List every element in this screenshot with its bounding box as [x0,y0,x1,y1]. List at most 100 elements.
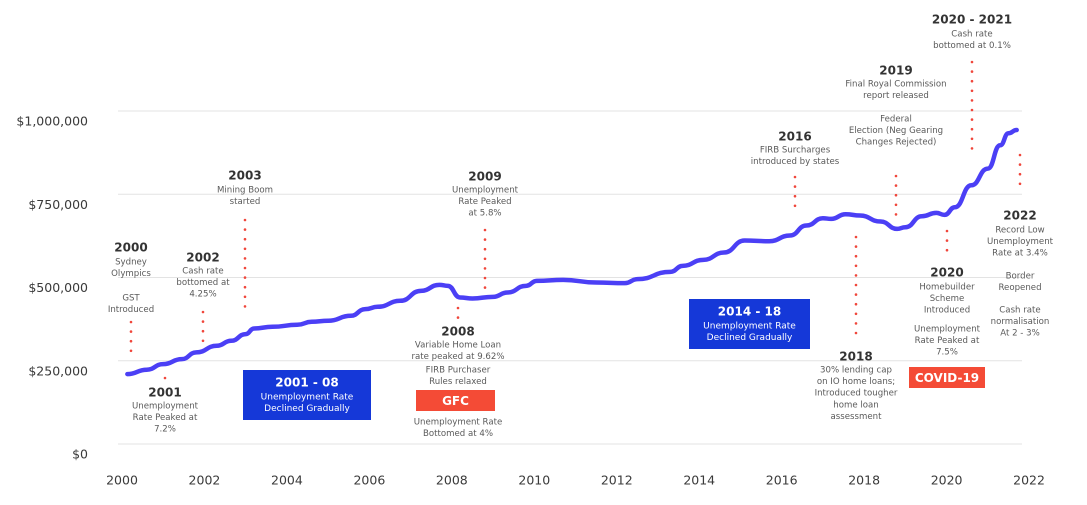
annotation-text: home loan [833,400,878,410]
marker-dot [483,267,487,270]
marker-dot [243,276,247,279]
badge-label: GFC [442,394,469,408]
annotation-text: Mining Boom [217,186,273,196]
x-tick-label: 2012 [601,473,633,488]
marker-dot [1018,163,1022,166]
annotation-text: 30% lending cap [820,366,892,376]
annotation-text: Olympics [111,269,151,279]
marker-dot [970,99,974,102]
annotation-text: FIRB Purchaser [426,366,491,376]
annotation-text: assessment [831,412,883,422]
annotation-text: Final Royal Commission [845,80,946,90]
x-tick-label: 2002 [189,473,221,488]
annotation-year: 2003 [228,169,261,183]
annotation-text: Introduced [108,305,154,315]
marker-dot [243,266,247,270]
annotation-text: at 5.8% [468,209,501,219]
marker-dot [894,213,898,216]
marker-dot [243,257,247,260]
annotation-year: 2009 [468,170,501,184]
marker-dot [1018,153,1022,157]
x-tick-label: 2020 [931,473,963,488]
annotation-text: bottomed at [176,278,230,288]
annotation-year: 2020 [930,266,963,280]
marker-dot [970,108,974,112]
annotation-text: Unemployment [452,186,519,196]
annotation-text: report released [863,91,929,101]
marker-dot [129,320,133,324]
series [125,127,1019,377]
marker-dot [970,79,974,83]
annotation-year: 2002 [186,251,219,265]
annotations: 2000SydneyOlympicsGSTIntroduced2001Unemp… [108,13,1054,440]
marker-dot [970,89,974,93]
period-box-bg [243,370,371,420]
annotation-text: Border [1006,272,1035,282]
marker-dot [243,228,247,231]
marker-dot [243,247,247,251]
badge-bg [416,390,495,411]
x-tick-label: 2000 [106,473,138,488]
annotation-year: 2016 [778,130,811,144]
annotation-text: Scheme [930,294,965,304]
marker-dot [201,329,205,333]
marker-dot [854,283,858,287]
annotation-year: 2019 [879,64,912,78]
gridlines [118,110,1022,445]
marker-dot [483,286,487,289]
marker-dot [163,376,167,380]
annotation-text: At 2 - 3% [1000,329,1040,339]
annotation-text: Cash rate [999,306,1040,316]
marker-dot [129,339,133,343]
marker-dot [894,174,898,178]
period-box-title: 2001 - 08 [275,376,338,390]
marker-dot [970,137,974,141]
marker-dot [483,228,487,232]
annotation-text: Homebuilder [919,283,975,293]
annotation-text: Changes Rejected) [856,138,937,148]
annotation-text: Bottomed at 4% [423,429,493,439]
marker-dot [456,306,460,310]
annotation-text: FIRB Surcharges [760,146,831,156]
marker-dot [970,70,974,73]
badge-bg [909,367,985,388]
x-tick-label: 2008 [436,473,468,488]
annotation-text: 4.25% [189,290,216,300]
period-box-bg [689,299,810,349]
annotation-text: Unemployment Rate [414,418,503,428]
annotation-text: Unemployment [987,237,1054,247]
period-box-text: Declined Gradually [707,333,793,343]
marker-dot [945,248,949,252]
annotation-text: rate peaked at 9.62% [411,352,504,362]
median-price-line [125,127,1019,377]
period-box-text: Unemployment Rate [703,322,796,332]
marker-dot [129,330,133,333]
marker-dot [483,247,487,251]
annotation-text: started [230,197,261,207]
marker-dot [894,203,898,207]
x-tick-label: 2018 [848,473,880,488]
marker-dot [854,302,858,306]
marker-dot [243,295,247,299]
y-tick-label: $1,000,000 [16,114,88,129]
annotation-text: GST [122,294,140,304]
annotation-text: Introduced [924,306,970,316]
event-badge-covid-19: COVID-19 [909,367,985,388]
marker-dot [970,118,974,121]
marker-dot [1018,182,1022,186]
annotation-text: introduced by states [751,157,840,167]
annotation-text: Rate at 3.4% [992,249,1048,259]
annotation-text: normalisation [991,317,1050,327]
y-tick-label: $750,000 [28,197,88,212]
x-tick-label: 2016 [766,473,798,488]
